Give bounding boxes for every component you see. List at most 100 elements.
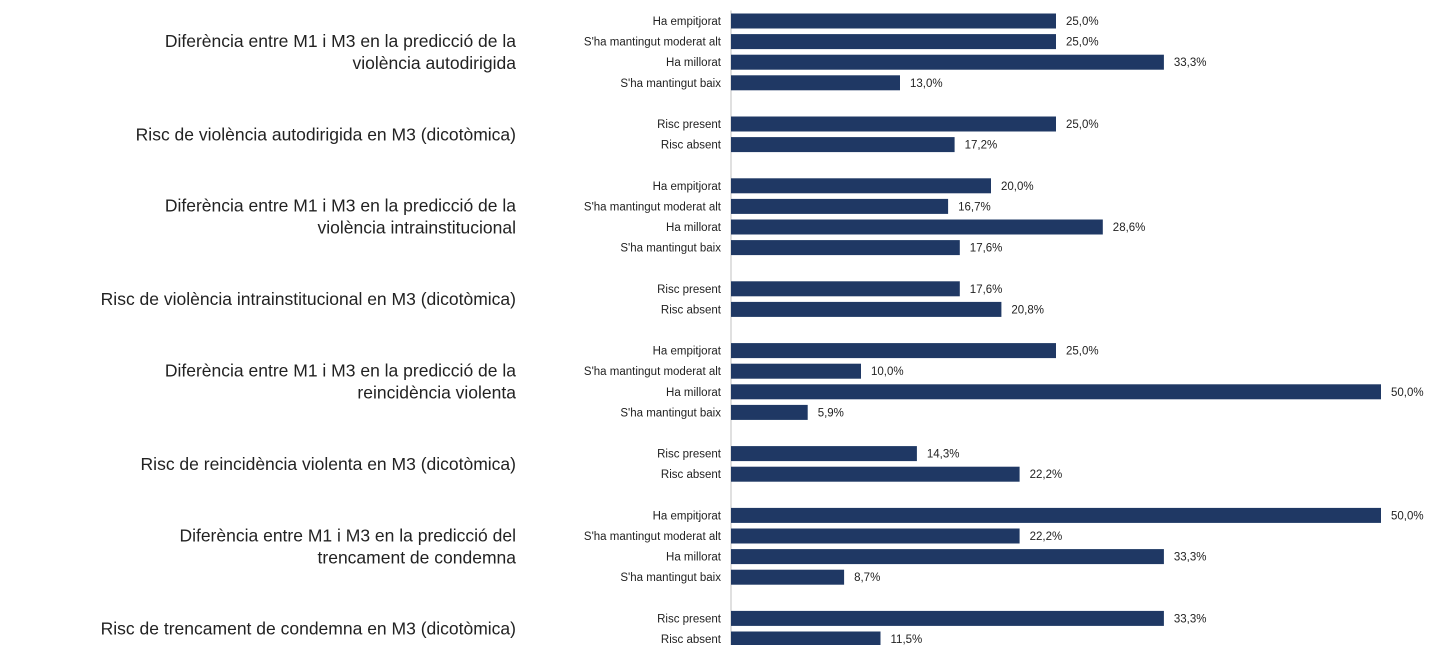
- category-label: Ha millorat: [666, 387, 722, 399]
- bar: [731, 13, 1056, 29]
- group-label-line: Risc de violència autodirigida en M3 (di…: [136, 124, 516, 144]
- value-label: 5,9%: [818, 407, 844, 419]
- category-label: Ha empitjorat: [653, 181, 722, 193]
- bar-row: S'ha mantingut moderat alt 10,0%: [584, 363, 904, 379]
- value-label: 11,5%: [891, 634, 923, 645]
- value-label: 50,0%: [1391, 387, 1424, 399]
- bar: [731, 466, 1020, 482]
- bar-row: Risc present 33,3%: [657, 610, 1207, 626]
- bar: [731, 240, 960, 256]
- bar-row: Risc present 25,0%: [657, 116, 1099, 132]
- bar: [731, 54, 1164, 70]
- value-label: 25,0%: [1066, 346, 1099, 358]
- category-label: S'ha mantingut baix: [620, 407, 721, 419]
- category-label: S'ha mantingut moderat alt: [584, 201, 722, 213]
- group-label: Diferència entre M1 i M3 en la predicció…: [165, 361, 516, 403]
- category-label: S'ha mantingut moderat alt: [584, 366, 722, 378]
- bar-group: Risc present 25,0% Risc absent 17,2%: [657, 116, 1099, 153]
- category-label: Risc present: [657, 613, 722, 625]
- bar-row: Risc absent 11,5%: [661, 631, 923, 645]
- bar-group: Ha empitjorat 25,0% S'ha mantingut moderat…: [584, 343, 1424, 420]
- group-label: Risc de reincidència violenta en M3 (dic…: [141, 454, 516, 474]
- group-label-line: trencament de condemna: [318, 547, 517, 567]
- bar: [731, 34, 1056, 50]
- value-label: 25,0%: [1066, 16, 1099, 28]
- group-label-line: violència autodirigida: [353, 53, 517, 73]
- value-label: 33,3%: [1174, 552, 1207, 564]
- category-label: S'ha mantingut baix: [620, 243, 721, 255]
- value-label: 25,0%: [1066, 119, 1099, 131]
- category-label: Risc present: [657, 284, 722, 296]
- bar-row: Risc present 14,3%: [657, 446, 960, 462]
- value-label: 25,0%: [1066, 37, 1099, 49]
- value-label: 22,2%: [1030, 469, 1063, 481]
- group-label-line: Diferència entre M1 i M3 en la predicció…: [165, 196, 516, 216]
- value-label: 8,7%: [854, 572, 880, 584]
- group-label: Risc de violència intrainstitucional en …: [101, 289, 516, 309]
- category-label: S'ha mantingut moderat alt: [584, 531, 722, 543]
- bar: [731, 363, 861, 379]
- group-label-line: violència intrainstitucional: [318, 218, 516, 238]
- category-label: Risc absent: [661, 140, 722, 152]
- value-label: 33,3%: [1174, 613, 1207, 625]
- category-label: Ha millorat: [666, 57, 722, 69]
- value-label: 17,6%: [970, 284, 1003, 296]
- value-label: 50,0%: [1391, 510, 1424, 522]
- bar-row: Risc present 17,6%: [657, 281, 1003, 297]
- category-label: Risc present: [657, 449, 722, 461]
- bar-row: S'ha mantingut baix 5,9%: [620, 404, 844, 420]
- bar: [731, 446, 917, 462]
- category-label: Ha empitjorat: [653, 346, 722, 358]
- bar-row: Ha empitjorat 20,0%: [653, 178, 1034, 194]
- group-label-line: Risc de violència intrainstitucional en …: [101, 289, 516, 309]
- bar-group: Ha empitjorat 25,0% S'ha mantingut moderat…: [584, 13, 1207, 91]
- bar: [731, 301, 1002, 317]
- category-label: Risc absent: [661, 469, 722, 481]
- category-label: Ha millorat: [666, 222, 722, 234]
- bar-group: Risc present 14,3% Risc absent 22,2%: [657, 446, 1062, 482]
- group-label-line: Diferència entre M1 i M3 en la predicció…: [179, 525, 516, 545]
- value-label: 17,6%: [970, 243, 1003, 255]
- bar: [731, 631, 881, 645]
- value-label: 14,3%: [927, 449, 960, 461]
- bar: [731, 569, 845, 585]
- group-label-line: Diferència entre M1 i M3 en la predicció…: [165, 31, 516, 51]
- category-label: Ha millorat: [666, 552, 722, 564]
- bar: [731, 281, 960, 297]
- bar: [731, 75, 900, 91]
- bar-row: S'ha mantingut baix 17,6%: [620, 240, 1003, 256]
- bar-group: Risc present 33,3% Risc absent 11,5%: [657, 610, 1207, 645]
- category-label: S'ha mantingut baix: [620, 78, 721, 90]
- bar-row: Ha millorat 28,6%: [666, 219, 1146, 235]
- bar-row: Ha millorat 33,3%: [666, 549, 1207, 565]
- bar-row: Ha empitjorat 50,0%: [653, 507, 1424, 523]
- bar: [731, 528, 1020, 544]
- bar: [731, 404, 808, 420]
- bar: [731, 198, 949, 214]
- bar: [731, 137, 955, 153]
- group-label: Diferència entre M1 i M3 en la predicció…: [165, 31, 516, 73]
- group-label: Risc de trencament de condemna en M3 (di…: [101, 619, 516, 639]
- group-label-line: reincidència violenta: [357, 383, 516, 403]
- bar: [731, 219, 1103, 235]
- bar-group: Risc present 17,6% Risc absent 20,8%: [657, 281, 1044, 317]
- value-label: 13,0%: [910, 78, 943, 90]
- bar: [731, 610, 1164, 626]
- bar-row: Risc absent 20,8%: [661, 301, 1044, 317]
- category-label: S'ha mantingut baix: [620, 572, 721, 584]
- value-label: 10,0%: [871, 366, 904, 378]
- bar-row: Ha millorat 33,3%: [666, 54, 1207, 70]
- value-label: 17,2%: [965, 140, 998, 152]
- value-label: 20,0%: [1001, 181, 1034, 193]
- bars-area: Ha empitjorat 25,0% S'ha mantingut moderat…: [584, 13, 1424, 645]
- bar-row: S'ha mantingut baix 8,7%: [620, 569, 880, 585]
- value-label: 22,2%: [1030, 531, 1063, 543]
- category-label: Risc absent: [661, 304, 722, 316]
- value-label: 28,6%: [1113, 222, 1146, 234]
- category-label: Ha empitjorat: [653, 16, 722, 28]
- bar-row: S'ha mantingut moderat alt 22,2%: [584, 528, 1063, 544]
- value-label: 20,8%: [1011, 304, 1044, 316]
- value-label: 16,7%: [958, 201, 991, 213]
- category-label: S'ha mantingut moderat alt: [584, 37, 722, 49]
